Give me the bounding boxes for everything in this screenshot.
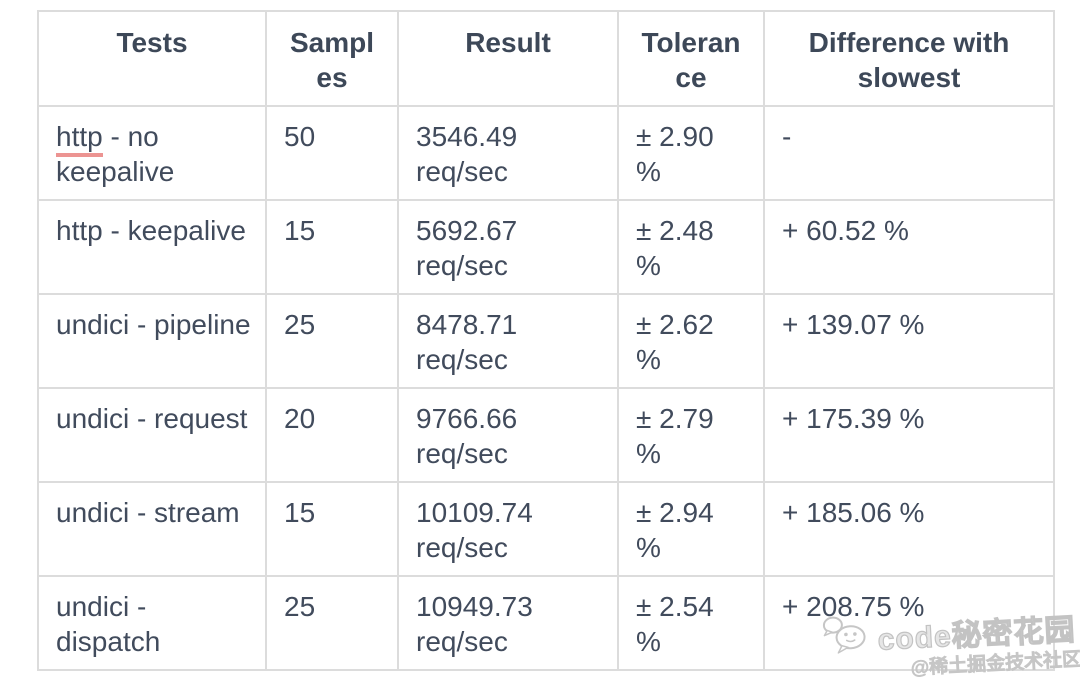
cell-samples: 25 bbox=[265, 293, 399, 389]
cell-result: 8478.71 req/sec bbox=[397, 293, 619, 389]
table-row: undici - request 20 9766.66 req/sec ± 2.… bbox=[37, 387, 1055, 483]
cell-tests: undici - dispatch bbox=[37, 575, 267, 671]
cell-tolerance: ± 2.90 % bbox=[617, 105, 765, 201]
cell-tests-rest: - no keepalive bbox=[56, 121, 175, 187]
cell-samples: 15 bbox=[265, 481, 399, 577]
column-header-difference: Difference with slowest bbox=[763, 10, 1055, 107]
cell-samples: 20 bbox=[265, 387, 399, 483]
cell-samples: 25 bbox=[265, 575, 399, 671]
cell-tests: undici - stream bbox=[37, 481, 267, 577]
cell-result: 3546.49 req/sec bbox=[397, 105, 619, 201]
header-row: Tests Sampl es Result Toleran ce Differe… bbox=[37, 10, 1055, 107]
table-row: undici - pipeline 25 8478.71 req/sec ± 2… bbox=[37, 293, 1055, 389]
cell-tolerance: ± 2.94 % bbox=[617, 481, 765, 577]
cell-difference: + 60.52 % bbox=[763, 199, 1055, 295]
cell-difference: + 139.07 % bbox=[763, 293, 1055, 389]
column-header-tolerance: Toleran ce bbox=[617, 10, 765, 107]
column-header-tests: Tests bbox=[37, 10, 267, 107]
cell-samples: 15 bbox=[265, 199, 399, 295]
cell-tolerance: ± 2.48 % bbox=[617, 199, 765, 295]
cell-result: 5692.67 req/sec bbox=[397, 199, 619, 295]
table-row: http - no keepalive 50 3546.49 req/sec ±… bbox=[37, 105, 1055, 201]
cell-result: 10949.73 req/sec bbox=[397, 575, 619, 671]
cell-tolerance: ± 2.79 % bbox=[617, 387, 765, 483]
cell-tests: http - no keepalive bbox=[37, 105, 267, 201]
column-header-result: Result bbox=[397, 10, 619, 107]
cell-tests: undici - pipeline bbox=[37, 293, 267, 389]
cell-result: 10109.74 req/sec bbox=[397, 481, 619, 577]
http-underlined-word: http bbox=[56, 121, 103, 157]
cell-difference: - bbox=[763, 105, 1055, 201]
cell-tolerance: ± 2.62 % bbox=[617, 293, 765, 389]
cell-tests: undici - request bbox=[37, 387, 267, 483]
table-row: undici - stream 15 10109.74 req/sec ± 2.… bbox=[37, 481, 1055, 577]
cell-difference: + 175.39 % bbox=[763, 387, 1055, 483]
benchmark-results-table: Tests Sampl es Result Toleran ce Differe… bbox=[37, 10, 1055, 671]
column-header-samples: Sampl es bbox=[265, 10, 399, 107]
cell-difference: + 208.75 % bbox=[763, 575, 1055, 671]
cell-tests: http - keepalive bbox=[37, 199, 267, 295]
table-row: undici - dispatch 25 10949.73 req/sec ± … bbox=[37, 575, 1055, 671]
cell-tolerance: ± 2.54 % bbox=[617, 575, 765, 671]
cell-result: 9766.66 req/sec bbox=[397, 387, 619, 483]
table-row: http - keepalive 15 5692.67 req/sec ± 2.… bbox=[37, 199, 1055, 295]
cell-samples: 50 bbox=[265, 105, 399, 201]
cell-difference: + 185.06 % bbox=[763, 481, 1055, 577]
